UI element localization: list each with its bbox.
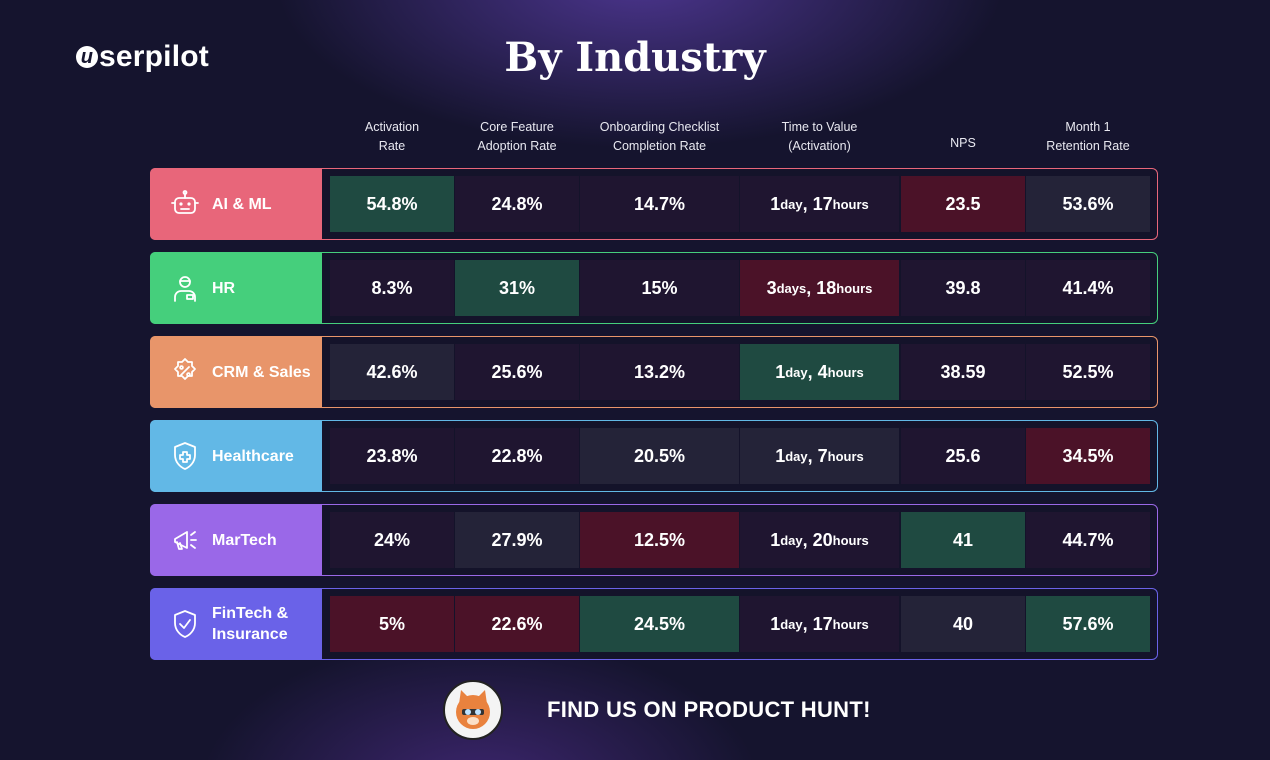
- column-header-line: NPS: [950, 136, 976, 150]
- table-cell: 40: [901, 596, 1025, 652]
- table-cell: 22.8%: [455, 428, 579, 484]
- table-cell: 5%: [330, 596, 454, 652]
- table-cell: 24.8%: [455, 176, 579, 232]
- column-header-0: Activation Rate: [320, 118, 464, 156]
- table-cell: 41: [901, 512, 1025, 568]
- column-header-line: Adoption Rate: [477, 139, 557, 153]
- table-cell: 57.6%: [1026, 596, 1150, 652]
- product-hunt-cat-icon: [456, 690, 490, 729]
- table-cell: 38.59: [901, 344, 1025, 400]
- medical-shield-icon: [170, 441, 200, 471]
- column-header-line: Rate: [378, 139, 406, 153]
- product-hunt-cta[interactable]: FIND US ON PRODUCT HUNT!: [547, 697, 871, 722]
- logo-text: serpilot: [99, 40, 209, 73]
- table-cell: 1 day, 4 hours: [740, 344, 899, 400]
- table-row: FinTech & Insurance 5% 22.6% 24.5% 1 day, 17…: [150, 588, 1158, 660]
- table-cell: 13.2%: [580, 344, 739, 400]
- robot-icon: [170, 189, 200, 219]
- column-header-4: NPS: [891, 134, 1035, 153]
- table-cell: 54.8%: [330, 176, 454, 232]
- table-cell: 27.9%: [455, 512, 579, 568]
- megaphone-icon: [170, 525, 200, 555]
- table-cell: 1 day, 20 hours: [740, 512, 899, 568]
- industry-label: Healthcare: [150, 420, 322, 492]
- table-cell: 3 days, 18 hours: [740, 260, 899, 316]
- table-cell: 52.5%: [1026, 344, 1150, 400]
- table-cell: 41.4%: [1026, 260, 1150, 316]
- table-cell: 53.6%: [1026, 176, 1150, 232]
- table-cell: 31%: [455, 260, 579, 316]
- industry-label: FinTech & Insurance: [150, 588, 322, 660]
- table-cell: 39.8: [901, 260, 1025, 316]
- table-cell: 15%: [580, 260, 739, 316]
- column-header-line: (Activation): [788, 139, 851, 153]
- table-cell: 14.7%: [580, 176, 739, 232]
- column-header-1: Core Feature Adoption Rate: [445, 118, 589, 156]
- page-title: By Industry: [504, 34, 766, 81]
- column-header-line: Completion Rate: [612, 139, 707, 153]
- table-cell: 1 day, 17 hours: [740, 596, 899, 652]
- industry-label: MarTech: [150, 504, 322, 576]
- industry-name: FinTech & Insurance: [212, 605, 289, 643]
- column-header-line: Month 1: [1065, 120, 1111, 134]
- table-row: AI & ML 54.8% 24.8% 14.7% 1 day, 17 hours 23.…: [150, 168, 1158, 240]
- table-cell: 23.8%: [330, 428, 454, 484]
- table-cell: 42.6%: [330, 344, 454, 400]
- product-hunt-badge[interactable]: [443, 680, 503, 740]
- shield-check-icon: [170, 609, 200, 639]
- table-cell: 34.5%: [1026, 428, 1150, 484]
- column-header-3: Time to Value (Activation): [730, 118, 909, 156]
- table-cell: 23.5: [901, 176, 1025, 232]
- table-cell: 1 day, 7 hours: [740, 428, 899, 484]
- industry-label: HR: [150, 252, 322, 324]
- table-cell: 22.6%: [455, 596, 579, 652]
- column-header-line: Core Feature: [480, 120, 554, 134]
- table-cell: 24%: [330, 512, 454, 568]
- industry-label: CRM & Sales: [150, 336, 322, 408]
- table-row: Healthcare 23.8% 22.8% 20.5% 1 day, 7 hours 2…: [150, 420, 1158, 492]
- column-header-line: Onboarding Checklist: [599, 120, 720, 134]
- industry-name: AI & ML: [212, 195, 272, 213]
- table-cell: 8.3%: [330, 260, 454, 316]
- industry-name: CRM & Sales: [212, 363, 311, 381]
- column-header-line: Time to Value: [781, 120, 858, 134]
- table-row: CRM & Sales 42.6% 25.6% 13.2% 1 day, 4 hours…: [150, 336, 1158, 408]
- table-cell: 25.6%: [455, 344, 579, 400]
- table-cell: 1 day, 17 hours: [740, 176, 899, 232]
- column-header-2: Onboarding Checklist Completion Rate: [570, 118, 749, 156]
- logo: u serpilot: [76, 40, 209, 74]
- table-cell: 12.5%: [580, 512, 739, 568]
- column-header-line: Activation: [364, 120, 420, 134]
- industry-name: MarTech: [212, 531, 277, 549]
- percent-badge-icon: [170, 357, 200, 387]
- table-cell: 24.5%: [580, 596, 739, 652]
- column-header-5: Month 1 Retention Rate: [1016, 118, 1160, 156]
- table-cell: 25.6: [901, 428, 1025, 484]
- table-row: MarTech 24% 27.9% 12.5% 1 day, 20 hours 41 44.…: [150, 504, 1158, 576]
- industry-name: HR: [212, 279, 236, 297]
- employee-icon: [170, 273, 200, 303]
- logo-mark: u: [76, 46, 98, 68]
- table-row: HR 8.3% 31% 15% 3 days, 18 hours 39.8 41.4%: [150, 252, 1158, 324]
- table-cell: 44.7%: [1026, 512, 1150, 568]
- column-header-line: Retention Rate: [1046, 139, 1130, 153]
- industry-name: Healthcare: [212, 447, 294, 465]
- industry-label: AI & ML: [150, 168, 322, 240]
- table-cell: 20.5%: [580, 428, 739, 484]
